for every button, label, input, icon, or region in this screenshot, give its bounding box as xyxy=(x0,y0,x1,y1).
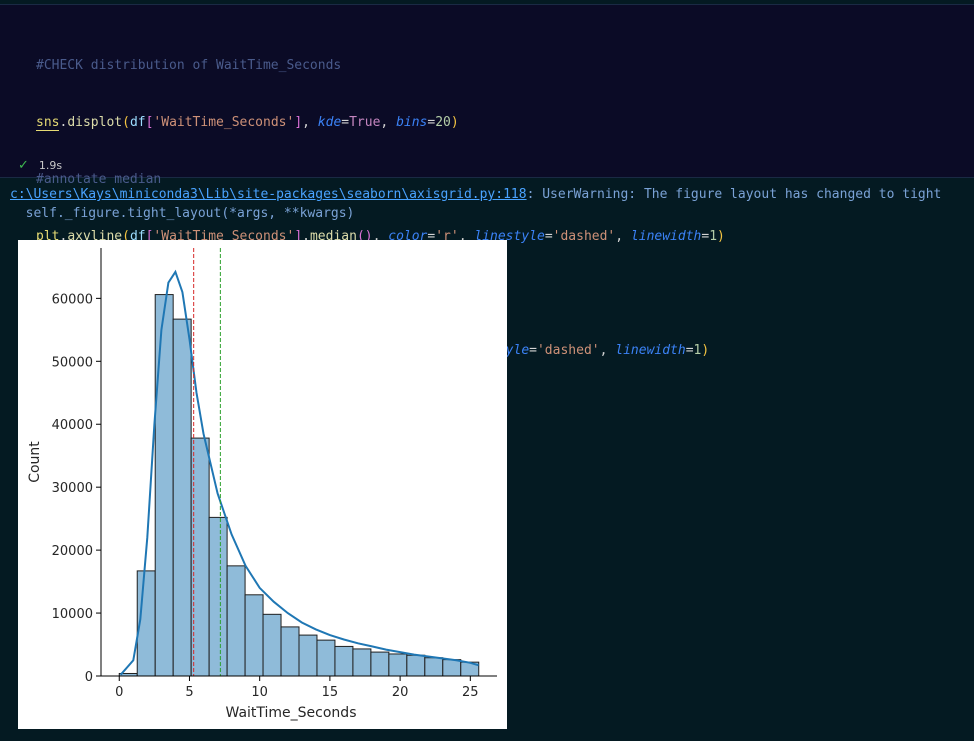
x-axis-label: WaitTime_Seconds xyxy=(226,705,357,721)
execution-time: 1.9s xyxy=(38,159,63,172)
x-tick-label: 0 xyxy=(115,685,123,700)
check-icon: ✓ xyxy=(18,158,29,173)
y-tick-label: 10000 xyxy=(52,607,93,622)
histogram-bar xyxy=(442,659,462,677)
histogram-bar xyxy=(154,294,174,677)
histogram-bar xyxy=(244,594,264,677)
x-tick-label: 10 xyxy=(251,685,268,700)
histogram-bar xyxy=(352,648,372,677)
code-cell[interactable]: #CHECK distribution of WaitTime_Seconds … xyxy=(0,4,974,416)
histogram-bar xyxy=(370,651,390,677)
x-tick-label: 25 xyxy=(462,685,479,700)
plot-figure: 0 5 10 15 20 25 0 10000 20000 30000 40000 50000 6000… xyxy=(18,240,507,729)
code-line-1[interactable]: #CHECK distribution of WaitTime_Seconds xyxy=(36,56,725,75)
y-axis-label: Count xyxy=(27,441,43,483)
y-tick-label: 60000 xyxy=(52,292,93,307)
comment-text: #annotate median xyxy=(36,172,162,187)
histogram-bar xyxy=(262,613,282,677)
histogram-chart: 0 5 10 15 20 25 0 10000 20000 30000 40000 50000 6000… xyxy=(27,248,497,721)
warning-output: c:\Users\Kays\miniconda3\Lib\site-packag… xyxy=(10,185,941,223)
warning-file-link[interactable]: c:\Users\Kays\miniconda3\Lib\site-packag… xyxy=(10,187,527,202)
code-text: sns.displot(df['WaitTime_Seconds'], kde=… xyxy=(36,115,459,131)
histogram-bar xyxy=(406,654,426,677)
histogram-bar xyxy=(316,639,336,677)
histogram-bar xyxy=(388,653,408,677)
code-line-2[interactable]: sns.displot(df['WaitTime_Seconds'], kde=… xyxy=(36,113,725,132)
y-tick-label: 40000 xyxy=(52,418,93,433)
warning-traceback-line: self._figure.tight_layout(*args, **kwarg… xyxy=(10,206,355,221)
x-tick-label: 15 xyxy=(322,685,339,700)
y-tick-label: 20000 xyxy=(52,544,93,559)
y-tick-label: 0 xyxy=(85,670,93,685)
x-tick-label: 20 xyxy=(392,685,409,700)
code-line-3[interactable]: #annotate median xyxy=(36,170,725,189)
y-tick-label: 50000 xyxy=(52,355,93,370)
warning-message: : UserWarning: The figure layout has cha… xyxy=(526,187,942,202)
kde-curve xyxy=(119,269,479,676)
histogram-bar xyxy=(280,626,300,677)
histogram-bar xyxy=(334,645,354,677)
execution-status: ✓ 1.9s xyxy=(18,158,62,173)
comment-text: #CHECK distribution of WaitTime_Seconds xyxy=(36,58,342,73)
histogram-bar xyxy=(424,657,444,677)
histogram-bar xyxy=(226,565,246,677)
histogram-bar xyxy=(172,318,192,677)
x-tick-label: 5 xyxy=(185,685,193,700)
y-tick-label: 30000 xyxy=(52,481,93,496)
histogram-bar xyxy=(298,634,318,677)
histogram-bar xyxy=(208,516,228,677)
